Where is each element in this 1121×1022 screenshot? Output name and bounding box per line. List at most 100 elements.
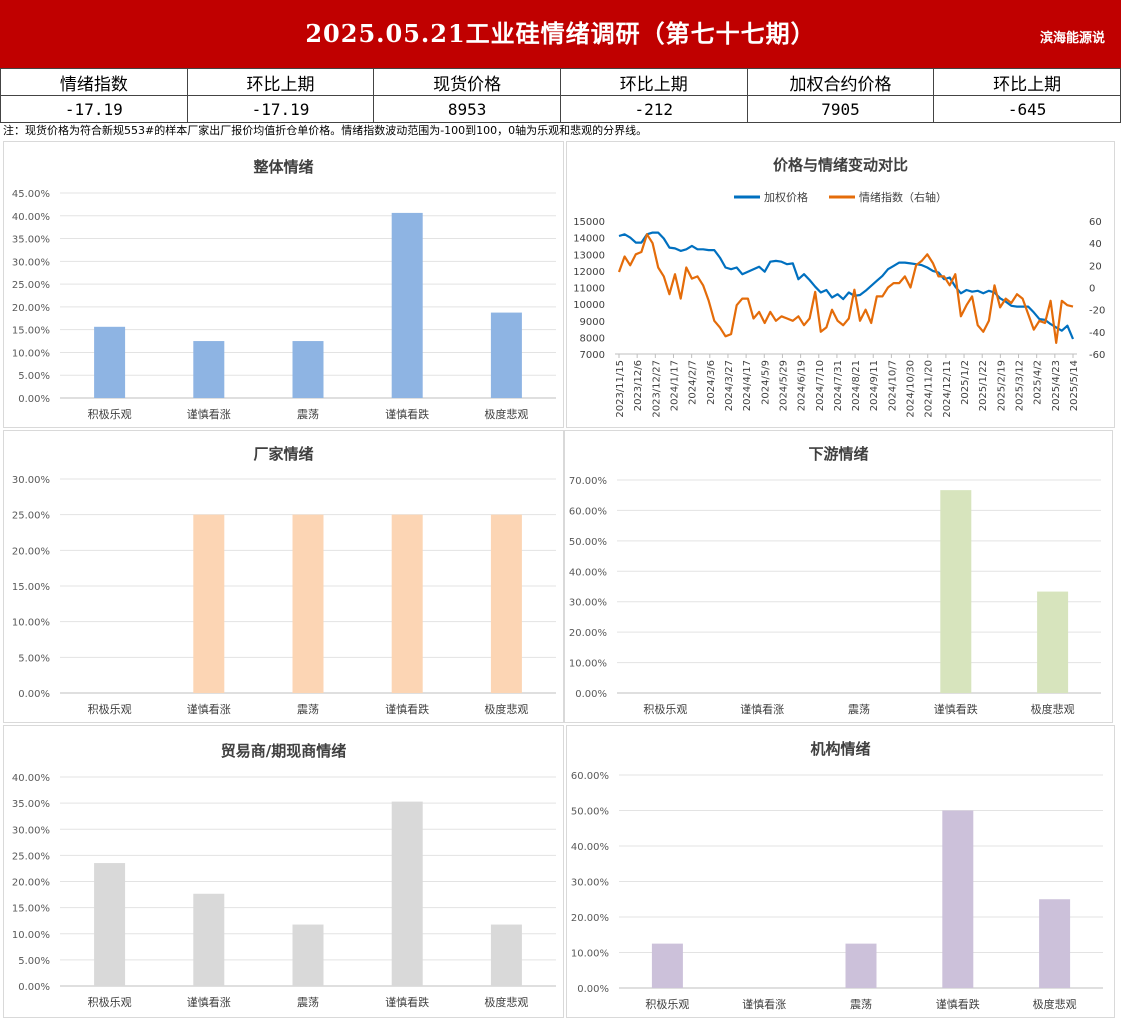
x-category-label: 震荡	[297, 408, 319, 421]
x-category-label: 震荡	[848, 703, 870, 716]
y-left-tick-label: 7000	[580, 350, 605, 361]
chart-title: 厂家情绪	[253, 445, 314, 463]
x-tick-label: 2023/11/15	[615, 360, 626, 418]
bar-0	[94, 326, 126, 398]
y-tick-label: 40.00%	[569, 567, 607, 578]
producer-sentiment-chart: 厂家情绪 0.00% 5.00% 10.00% 15.00% 20.00% 25.00% 3…	[3, 430, 564, 723]
y-right-tick-label: 20	[1089, 261, 1102, 272]
summary-header-spot-change: 环比上期	[559, 68, 748, 96]
x-category-label: 积极乐观	[88, 995, 132, 1009]
y-tick-label: 20.00%	[12, 546, 50, 557]
summary-header-sentiment: 情绪指数	[0, 68, 188, 96]
y-left-tick-label: 12000	[573, 267, 605, 278]
x-tick-label: 2024/8/21	[851, 360, 862, 411]
y-tick-label: 10.00%	[571, 949, 609, 960]
y-left-tick-label: 14000	[573, 234, 605, 245]
bar-2	[292, 924, 324, 986]
price-sentiment-plot: 加权价格 情绪指数（右轴） 7000 8000 9000 10000 11000 12000 1…	[573, 190, 1105, 418]
x-tick-label: 2025/2/19	[996, 360, 1007, 411]
y-tick-label: 5.00%	[18, 371, 50, 382]
y-tick-label: 10.00%	[12, 930, 50, 941]
legend-label-price: 加权价格	[764, 190, 808, 204]
x-tick-label: 2025/5/14	[1069, 360, 1080, 411]
y-tick-label: 30.00%	[12, 825, 50, 836]
summary-table: 情绪指数 环比上期 现货价格 环比上期 加权合约价格 环比上期 -17.19 -…	[0, 68, 1121, 123]
y-right-tick-label: -20	[1089, 306, 1105, 317]
footnote: 注：现货价格为符合新规553#的样本厂家出厂报价均值折仓单价格。情绪指数波动范围…	[3, 124, 648, 137]
x-category-label: 积极乐观	[643, 702, 687, 716]
y-tick-label: 25.00%	[12, 511, 50, 522]
summary-value-sentiment-change: -17.19	[186, 95, 375, 123]
x-category-label: 谨慎看跌	[385, 995, 429, 1009]
x-category-label: 极度悲观	[484, 407, 528, 421]
downstream-sentiment-chart: 下游情绪 0.00% 10.00% 20.00% 30.00% 40.00% 50.00%…	[564, 430, 1113, 723]
bar-3	[391, 801, 423, 986]
bar-3	[940, 490, 972, 693]
y-left-tick-label: 10000	[573, 300, 605, 311]
x-category-label: 积极乐观	[88, 702, 132, 716]
y-left-tick-label: 8000	[580, 333, 605, 344]
x-tick-label: 2024/10/30	[906, 360, 917, 418]
y-tick-label: 50.00%	[571, 807, 609, 818]
y-right-tick-label: 40	[1089, 239, 1102, 250]
y-tick-label: 30.00%	[569, 598, 607, 609]
x-tick-label: 2025/1/2	[960, 360, 971, 405]
bar-1	[193, 341, 225, 398]
x-tick-label: 2024/7/31	[833, 360, 844, 411]
x-category-label: 谨慎看涨	[187, 702, 231, 716]
summary-value-spot-price: 8953	[373, 95, 561, 123]
x-category-label: 谨慎看跌	[936, 997, 980, 1011]
x-category-label: 极度悲观	[1031, 702, 1075, 716]
trader-sentiment-chart: 贸易商/期现商情绪 0.00% 5.00% 10.00% 15.00% 20.00% 25…	[3, 725, 564, 1018]
y-tick-label: 10.00%	[12, 348, 50, 359]
y-tick-label: 35.00%	[12, 235, 50, 246]
summary-value-sentiment: -17.19	[0, 95, 188, 123]
bar-4	[1037, 591, 1069, 693]
y-right-tick-label: 60	[1089, 217, 1102, 228]
x-category-label: 谨慎看涨	[742, 997, 786, 1011]
y-tick-label: 20.00%	[12, 303, 50, 314]
x-tick-label: 2024/10/7	[887, 360, 898, 411]
x-tick-label: 2023/12/6	[633, 360, 644, 411]
bar-2	[292, 514, 324, 693]
overall-sentiment-plot: 0.00% 5.00% 10.00% 15.00% 20.00% 25.00% 30.00%…	[12, 189, 556, 421]
y-right-tick-label: 0	[1089, 284, 1095, 295]
x-tick-label: 2024/9/11	[869, 360, 880, 411]
y-tick-label: 20.00%	[571, 913, 609, 924]
y-left-tick-label: 13000	[573, 250, 605, 261]
bar-3	[391, 212, 423, 398]
bar-4	[490, 312, 522, 398]
x-tick-label: 2025/1/22	[978, 360, 989, 411]
brand-label: 滨海能源说	[1039, 31, 1105, 46]
y-tick-label: 40.00%	[571, 842, 609, 853]
downstream-sentiment-plot: 0.00% 10.00% 20.00% 30.00% 40.00% 50.00% 60.00…	[569, 476, 1101, 716]
overall-sentiment-chart: 整体情绪 0.00% 5.00% 10.00% 15.00% 20.00% 25.00% 3…	[3, 141, 564, 428]
y-left-tick-label: 9000	[580, 317, 605, 328]
chart-title: 整体情绪	[253, 158, 314, 176]
y-tick-label: 25.00%	[12, 851, 50, 862]
y-tick-label: 70.00%	[569, 476, 607, 487]
chart-title: 下游情绪	[808, 445, 869, 463]
institution-sentiment-plot: 0.00% 10.00% 20.00% 30.00% 40.00% 50.00% 60.00…	[571, 771, 1103, 1011]
x-category-label: 震荡	[850, 998, 872, 1011]
x-category-label: 极度悲观	[484, 995, 528, 1009]
bar-1	[193, 893, 225, 986]
summary-value-row: -17.19 -17.19 8953 -212 7905 -645	[0, 95, 1121, 123]
x-category-label: 极度悲观	[1033, 997, 1077, 1011]
y-tick-label: 0.00%	[18, 689, 50, 700]
y-tick-label: 30.00%	[12, 257, 50, 268]
y-right-tick-label: -40	[1089, 328, 1105, 339]
y-tick-label: 45.00%	[12, 189, 50, 200]
producer-sentiment-plot: 0.00% 5.00% 10.00% 15.00% 20.00% 25.00% 30.00%…	[12, 475, 556, 716]
y-right-tick-label: -60	[1089, 350, 1105, 361]
summary-header-spot-price: 现货价格	[373, 68, 561, 96]
x-tick-label: 2024/1/17	[669, 360, 680, 411]
bar-0	[651, 943, 683, 988]
y-tick-label: 10.00%	[12, 618, 50, 629]
y-tick-label: 15.00%	[12, 582, 50, 593]
x-tick-label: 2025/4/2	[1033, 360, 1044, 405]
y-tick-label: 20.00%	[569, 628, 607, 639]
x-category-label: 谨慎看涨	[740, 702, 784, 716]
x-category-label: 积极乐观	[645, 997, 689, 1011]
x-category-label: 极度悲观	[484, 702, 528, 716]
